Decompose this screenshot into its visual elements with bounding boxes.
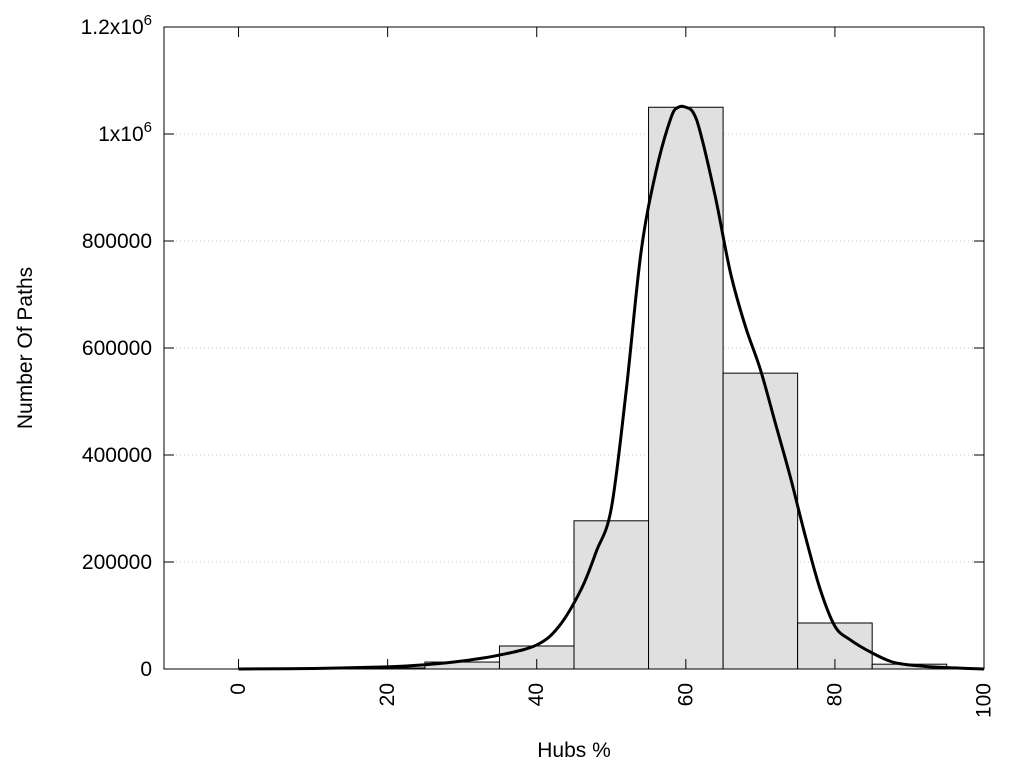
x-tick-label: 20 [376, 683, 399, 706]
histogram-bar [648, 106, 724, 670]
x-tick-label: 40 [525, 683, 548, 706]
histogram-bar [722, 372, 799, 670]
fitted-curve-layer [238, 104, 985, 671]
y-tick-label: 800000 [82, 230, 152, 253]
y-axis-title: Number Of Paths [14, 267, 37, 429]
x-tick-label: 100 [973, 683, 996, 718]
axis-ticks [164, 26, 985, 670]
y-tick-label: 1.2x106 [81, 12, 152, 39]
bars [275, 106, 948, 670]
grid-lines [164, 133, 984, 563]
x-tick-label: 0 [227, 683, 250, 695]
tick-labels: 0 20 40 60 80 100 0 200000 400000 600000 800000 1x1… [81, 12, 996, 718]
x-tick-label: 60 [674, 683, 697, 706]
y-tick-label: 0 [140, 658, 152, 681]
histogram-bar [573, 520, 650, 670]
fitted-curve [238, 104, 985, 671]
y-tick-label: 600000 [82, 337, 152, 360]
x-tick-label: 80 [823, 683, 846, 706]
y-tick-label: 1x106 [98, 119, 152, 146]
y-tick-label: 200000 [82, 551, 152, 574]
y-tick-label: 400000 [82, 444, 152, 467]
x-axis-title: Hubs % [537, 739, 611, 762]
